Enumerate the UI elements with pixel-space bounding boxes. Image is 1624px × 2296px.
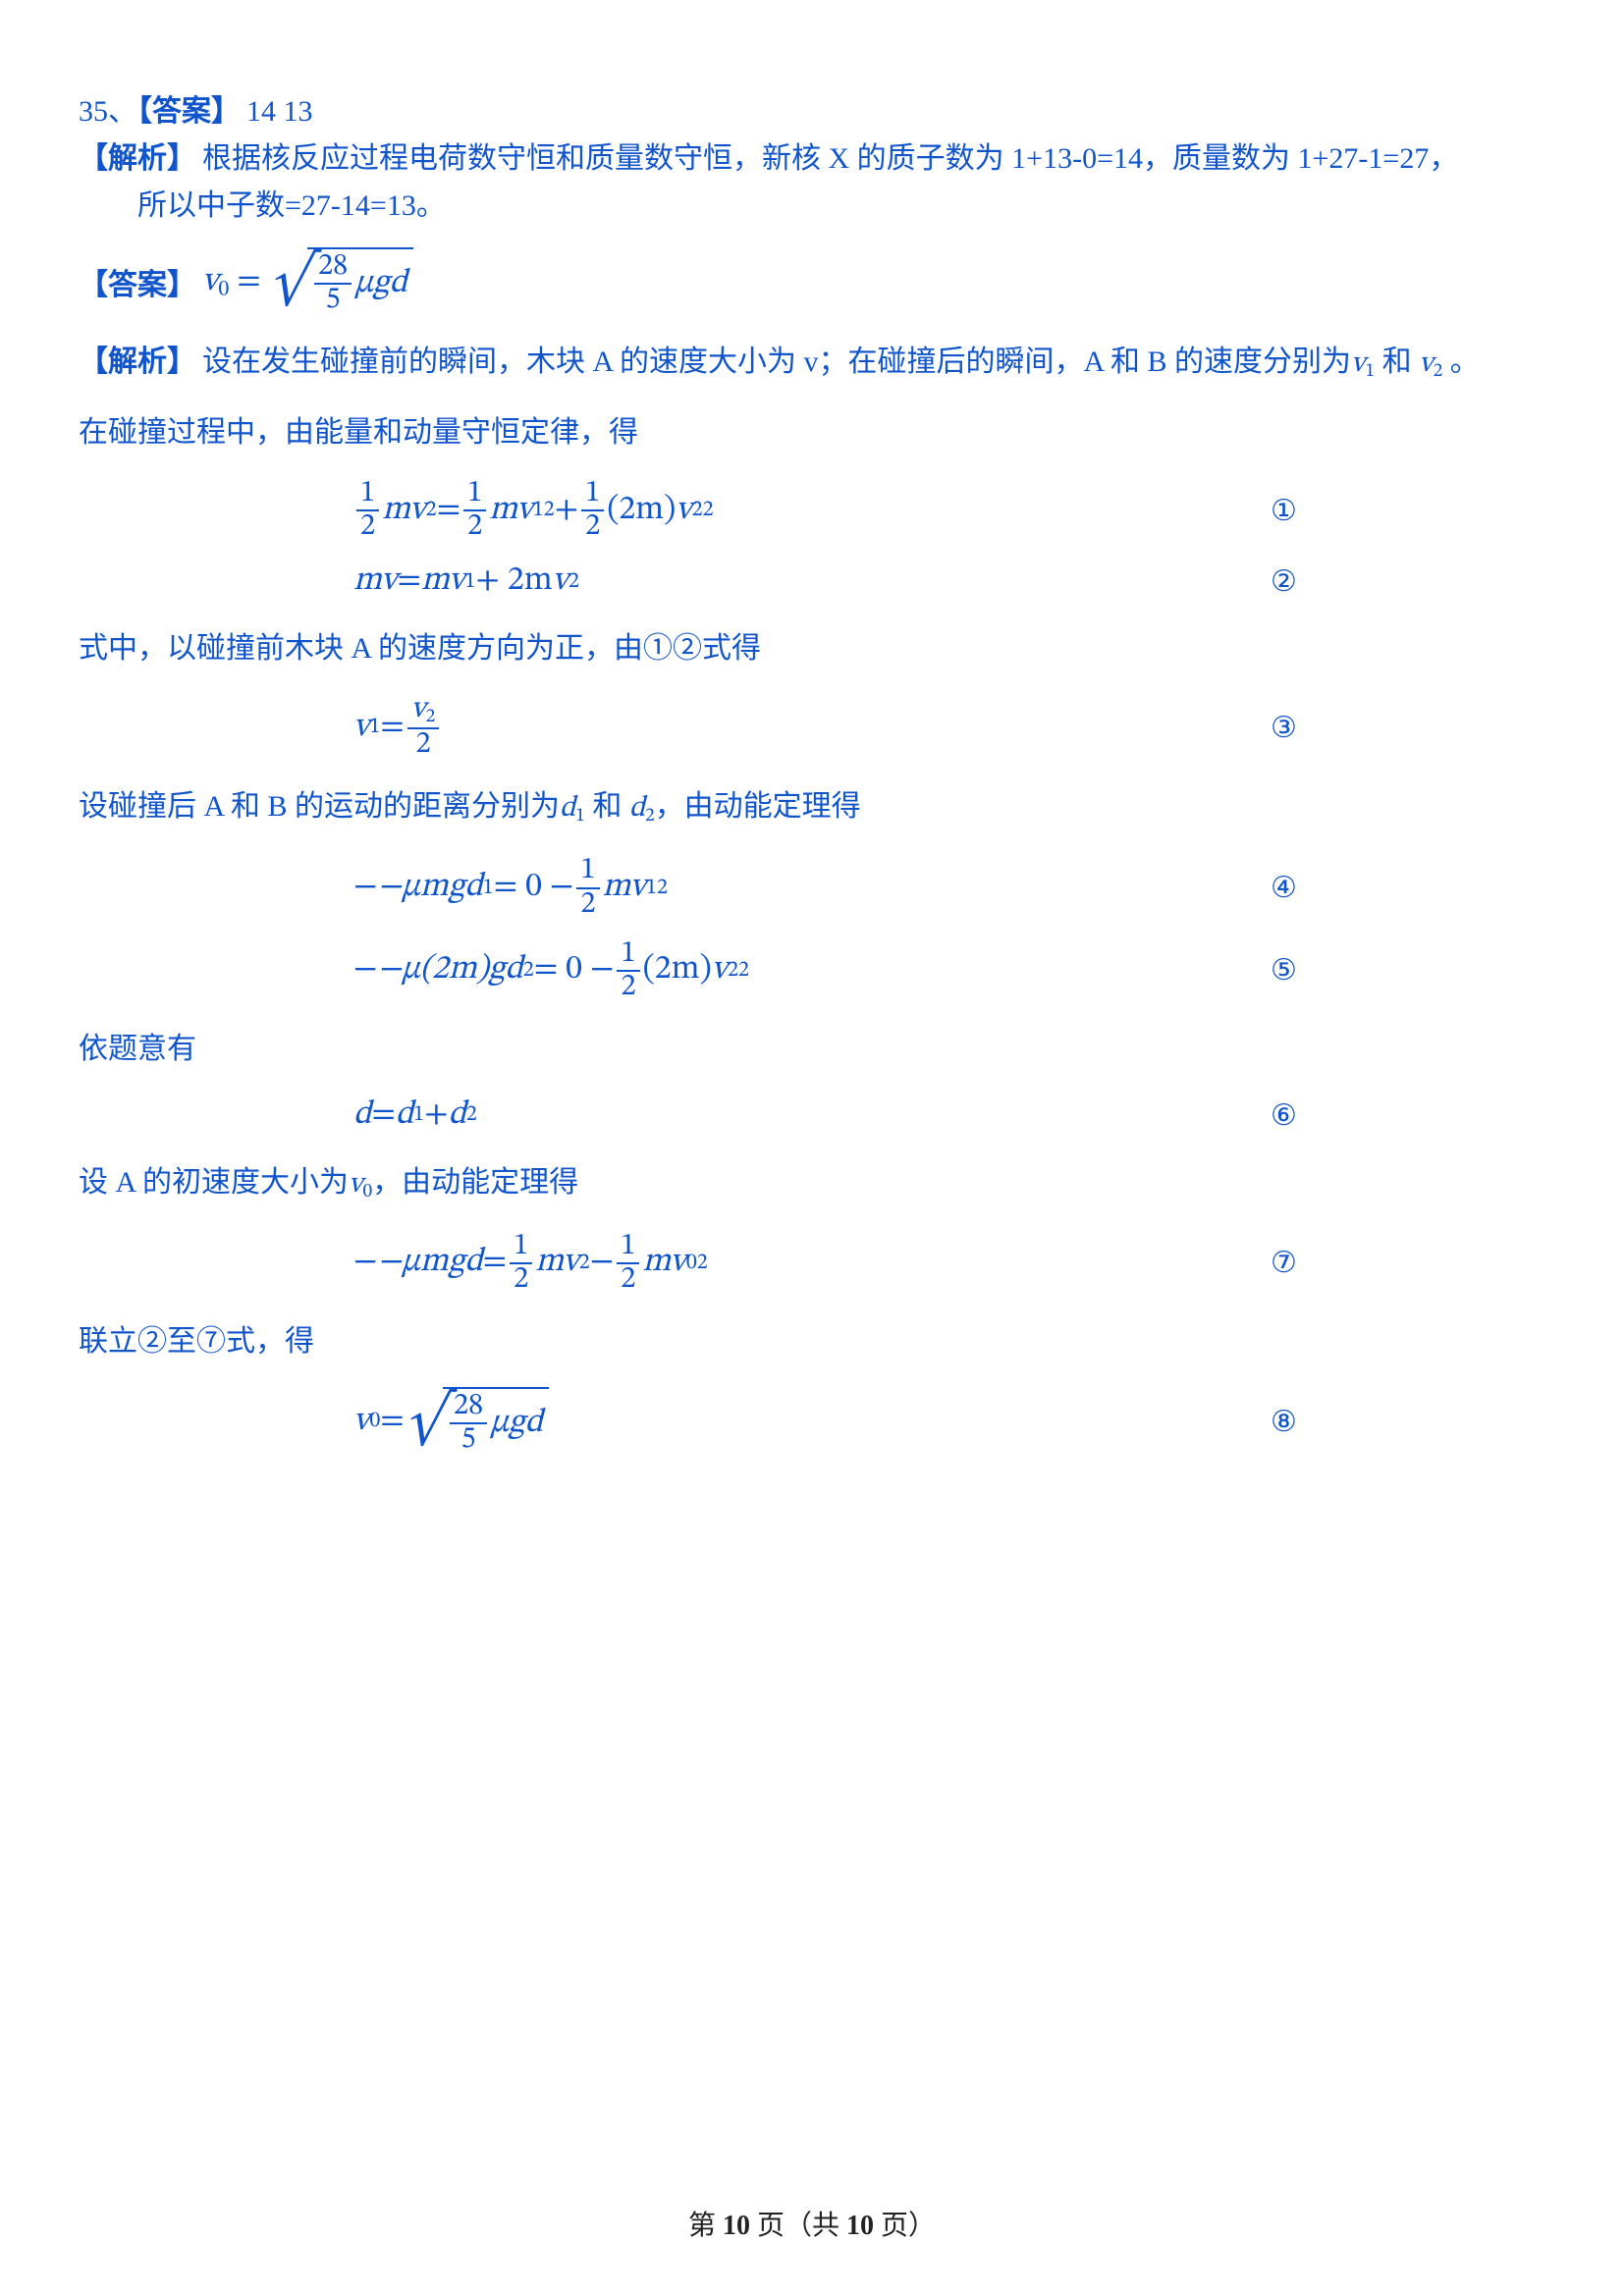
eq-marker: ⑤ bbox=[1271, 953, 1545, 988]
eq-marker: ⑧ bbox=[1271, 1405, 1545, 1439]
equation-8: v0 = √ 28 5 μgd ⑧ bbox=[79, 1387, 1545, 1456]
q35-analysis-line-2: 所以中子数=27-14=13。 bbox=[79, 183, 1545, 230]
equation-6: d = d1 + d2 ⑥ bbox=[79, 1095, 1545, 1137]
q35-analysis-line-1: 【解析】根据核反应过程电荷数守恒和质量数守恒，新核 X 的质子数为 1+13-0… bbox=[79, 135, 1545, 183]
q36-analysis-1: 【解析】设在发生碰撞前的瞬间，木块 A 的速度大小为 v；在碰撞后的瞬间，A 和… bbox=[79, 334, 1545, 393]
q36-para-5: 依题意有 bbox=[79, 1021, 1545, 1077]
q36-answer-formula: v0 = √ 28 5 μgd bbox=[202, 247, 415, 316]
page-current: 10 bbox=[723, 2211, 750, 2241]
equation-7: −−μmgd = 12mv2 − 12mv02 ⑦ bbox=[79, 1231, 1545, 1296]
analysis-label: 【解析】 bbox=[79, 142, 196, 175]
equation-1: 12mv2 = 12mv12 + 12(2m)v22 ① bbox=[79, 478, 1545, 543]
equation-4: −−μmgd1 = 0 − 12mv12 ④ bbox=[79, 855, 1545, 920]
eq-marker: ⑦ bbox=[1271, 1246, 1545, 1280]
eq-marker: ③ bbox=[1271, 711, 1545, 745]
q36-para-4: 设碰撞后 A 和 B 的运动的距离分别为d1 和 d2，由动能定理得 bbox=[79, 778, 1545, 837]
q36-para-7: 联立②至⑦式，得 bbox=[79, 1313, 1545, 1369]
page-footer: 第 10 页（共 10 页） bbox=[0, 2204, 1624, 2243]
equation-2: mv = mv1 + 2mv2 ② bbox=[79, 561, 1545, 603]
answer-label: 【答案】 bbox=[137, 95, 241, 128]
analysis-text-1: 根据核反应过程电荷数守恒和质量数守恒，新核 X 的质子数为 1+13-0=14，… bbox=[202, 142, 1458, 175]
q35-number: 35、 bbox=[79, 95, 137, 128]
q36-para-6: 设 A 的初速度大小为v0，由动能定理得 bbox=[79, 1154, 1545, 1213]
answer-label: 【答案】 bbox=[79, 260, 196, 303]
q36-analysis-2: 在碰撞过程中，由能量和动量守恒定律，得 bbox=[79, 404, 1545, 460]
q36-para-3: 式中，以碰撞前木块 A 的速度方向为正，由①②式得 bbox=[79, 620, 1545, 676]
q35-answer-value: 14 13 bbox=[246, 95, 313, 128]
eq-marker: ⑥ bbox=[1271, 1098, 1545, 1133]
eq-marker: ④ bbox=[1271, 871, 1545, 905]
eq-marker: ① bbox=[1271, 494, 1545, 528]
page-total: 10 bbox=[846, 2211, 874, 2241]
analysis-label: 【解析】 bbox=[79, 346, 196, 378]
page: 35、【答案】14 13 【解析】根据核反应过程电荷数守恒和质量数守恒，新核 X… bbox=[0, 0, 1624, 2296]
equation-5: −−μ(2m)gd2 = 0 − 12(2m)v22 ⑤ bbox=[79, 938, 1545, 1003]
q35-answer-line: 35、【答案】14 13 bbox=[79, 88, 1545, 135]
equation-3: v1 = v2 2 ③ bbox=[79, 694, 1545, 761]
eq-marker: ② bbox=[1271, 564, 1545, 599]
q36-answer-row: 【答案】 v0 = √ 28 5 μgd bbox=[79, 247, 1545, 316]
